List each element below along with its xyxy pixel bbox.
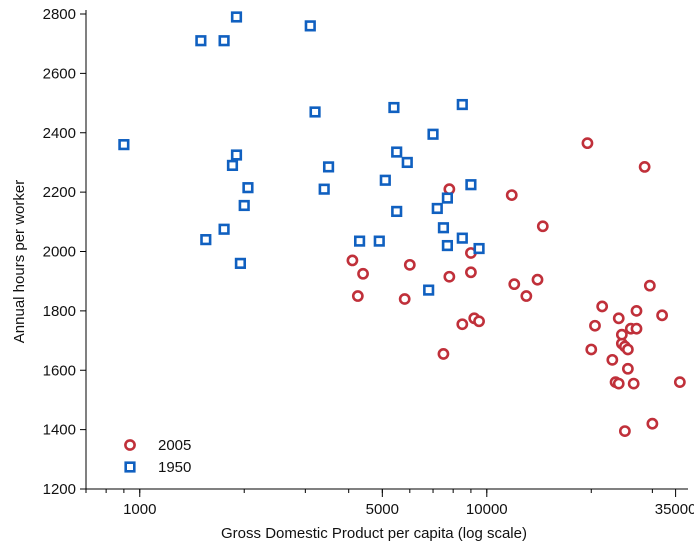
point-circle-2005: [357, 267, 369, 280]
x-tick-label: 10000: [466, 501, 508, 518]
point-square-1950: [401, 156, 413, 169]
point-square-1950: [391, 205, 403, 218]
point-circle-2005: [630, 322, 643, 335]
point-square-1950: [218, 223, 230, 235]
point-square-1950: [230, 11, 243, 23]
point-square-1950: [379, 174, 391, 186]
y-axis-label: Annual hours per worker: [11, 180, 28, 343]
point-circle-2005: [505, 189, 518, 201]
point-square-1950: [465, 179, 477, 191]
point-circle-2005: [508, 278, 521, 291]
y-tick-label: 1400: [43, 422, 76, 439]
point-square-1950: [437, 222, 450, 234]
point-square-1950: [238, 199, 250, 212]
point-square-1950: [218, 35, 230, 47]
point-circle-2005: [638, 160, 651, 173]
x-axis-label: Gross Domestic Product per capita (log s…: [221, 525, 527, 542]
point-circle-2005: [606, 353, 619, 366]
point-circle-2005: [618, 425, 631, 438]
data-points: [118, 11, 686, 438]
point-circle-2005: [612, 312, 625, 325]
point-circle-2005: [443, 270, 456, 283]
point-circle-2005: [437, 348, 450, 360]
point-circle-2005: [621, 343, 634, 356]
point-circle-2005: [465, 266, 477, 279]
y-tick-label: 2600: [43, 65, 76, 82]
point-square-1950: [456, 98, 468, 111]
point-circle-2005: [456, 318, 469, 331]
point-circle-2005: [630, 304, 643, 317]
point-square-1950: [431, 202, 443, 215]
point-circle-2005: [596, 300, 609, 313]
point-circle-2005: [443, 183, 456, 196]
point-square-1950: [309, 106, 321, 118]
point-square-1950: [195, 35, 207, 47]
point-circle-2005: [643, 279, 656, 292]
y-tick-label: 2200: [43, 184, 76, 201]
point-circle-2005: [473, 315, 485, 328]
point-square-1950: [427, 128, 439, 140]
point-square-1950: [353, 235, 366, 247]
point-circle-2005: [520, 290, 533, 302]
legend-label: 1950: [158, 459, 191, 476]
point-circle-2005: [673, 376, 686, 389]
y-tick-label: 1600: [43, 362, 76, 379]
point-square-1950: [373, 235, 385, 247]
point-circle-2005: [531, 273, 544, 286]
point-square-1950: [118, 139, 130, 151]
point-circle-2005: [585, 343, 598, 356]
legend: 2005 1950: [124, 437, 191, 476]
point-square-1950: [242, 182, 254, 194]
point-circle-2005: [615, 328, 628, 341]
point-circle-2005: [627, 377, 640, 390]
point-circle-2005: [403, 258, 416, 271]
point-circle-2005: [536, 220, 549, 233]
point-square-1950: [226, 159, 239, 172]
y-tick-label: 2800: [43, 6, 76, 23]
point-square-1950: [388, 101, 400, 114]
point-square-1950: [234, 257, 247, 269]
point-square-1950: [304, 20, 316, 32]
point-square-1950: [423, 284, 435, 296]
point-circle-2005: [621, 362, 634, 375]
legend-label: 2005: [158, 437, 191, 454]
point-circle-2005: [346, 254, 359, 267]
point-circle-2005: [351, 290, 364, 302]
point-square-1950: [391, 146, 403, 158]
point-square-1950: [318, 183, 330, 195]
y-tick-label: 1200: [43, 481, 76, 498]
series-1950: [118, 11, 485, 296]
point-circle-2005: [589, 319, 601, 332]
point-circle-2005: [656, 309, 668, 322]
series-2005: [346, 137, 686, 438]
y-tick-label: 2400: [43, 125, 76, 142]
x-tick-label: 35000: [655, 501, 694, 518]
axes: 1200 1400 1600 1800 2000 2200 2400 2600 2800 1000…: [11, 6, 694, 542]
x-tick-label: 1000: [123, 501, 156, 518]
point-square-1950: [200, 234, 212, 246]
point-circle-2005: [398, 293, 411, 305]
y-tick-label: 1800: [43, 303, 76, 320]
point-circle-2005: [612, 377, 625, 390]
point-square-1950: [441, 192, 454, 204]
legend-marker-2005: [124, 439, 136, 451]
point-square-1950: [230, 149, 243, 161]
point-circle-2005: [646, 417, 659, 430]
point-square-1950: [441, 239, 454, 252]
x-tick-label: 5000: [366, 501, 399, 518]
legend-marker-1950: [124, 461, 136, 473]
point-circle-2005: [581, 137, 594, 150]
point-square-1950: [456, 232, 468, 244]
point-square-1950: [473, 242, 485, 255]
point-square-1950: [322, 161, 335, 173]
y-tick-label: 2000: [43, 244, 76, 261]
